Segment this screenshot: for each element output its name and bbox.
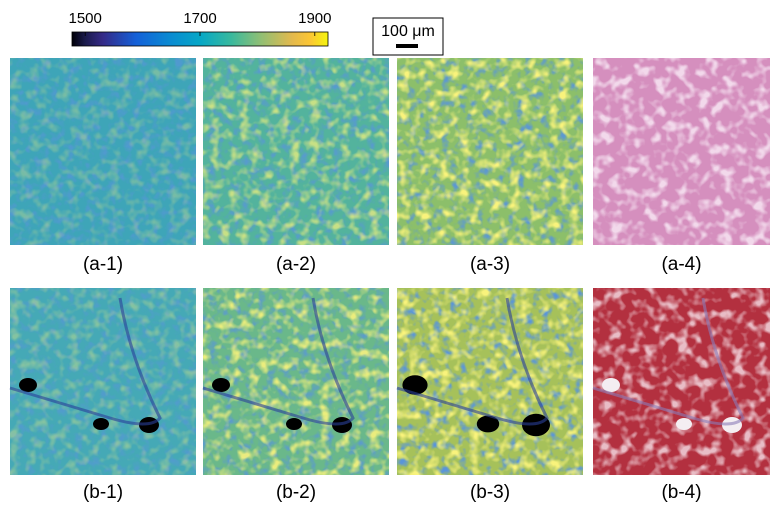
vessel xyxy=(286,418,302,430)
vessel xyxy=(676,418,692,430)
colorbar-tick-label: 1500 xyxy=(69,10,102,27)
panel-image xyxy=(397,288,583,475)
scale-bar xyxy=(396,44,418,48)
noise-light xyxy=(203,58,389,245)
panel-label: (b-1) xyxy=(83,482,123,503)
panel-image xyxy=(397,58,583,245)
vessel xyxy=(602,378,620,392)
colorbar-tick-label: 1900 xyxy=(298,10,331,27)
scale-bar-label: 100 μm xyxy=(381,23,435,40)
panel-label: (a-1) xyxy=(83,254,123,275)
panel-label: (a-4) xyxy=(661,254,701,275)
panel-image xyxy=(203,288,389,475)
panel-label: (b-4) xyxy=(661,482,701,503)
vessel xyxy=(93,418,109,430)
noise-light xyxy=(10,288,196,475)
tissue-texture xyxy=(593,58,770,245)
vessel xyxy=(212,378,230,392)
panel-label: (b-2) xyxy=(276,482,316,503)
colorbar-tick-label: 1700 xyxy=(183,10,216,27)
panel-image xyxy=(10,58,196,245)
noise-light xyxy=(397,58,583,245)
panel-image xyxy=(593,288,770,475)
vessel xyxy=(19,378,37,392)
panel-image xyxy=(203,58,389,245)
noise-light xyxy=(203,288,389,475)
panel-label: (a-2) xyxy=(276,254,316,275)
tissue-texture xyxy=(593,288,770,475)
panel-image xyxy=(10,288,196,475)
panel-image xyxy=(593,58,770,245)
panel-label: (a-3) xyxy=(470,254,510,275)
figure: 100 μm 1500 1700 1900 (a-1) (a-2) (a-3) (a-4) (… xyxy=(0,0,771,508)
noise-light xyxy=(10,58,196,245)
panel-label: (b-3) xyxy=(470,482,510,503)
